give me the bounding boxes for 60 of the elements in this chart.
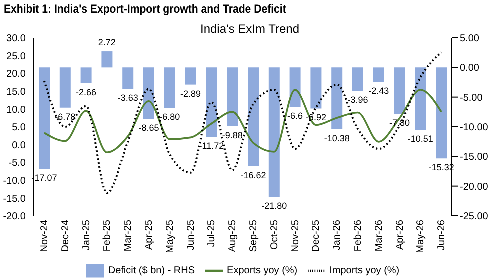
y-tick-label: 20.0 <box>6 69 26 80</box>
x-tick-label: Apr-26 <box>394 220 406 250</box>
x-tick-label: Jun-25 <box>186 220 197 251</box>
y-tick-label: -20.0 <box>3 212 26 223</box>
legend-label: Deficit ($ bn) - RHS <box>108 266 196 277</box>
x-tick-label: Nov-24 <box>40 220 51 252</box>
data-label: -11.72 <box>199 141 224 152</box>
x-tick-label: Dec-24 <box>60 220 72 252</box>
x-tick-label: Feb-25 <box>102 220 114 252</box>
x-tick-label: Sep-25 <box>248 220 260 252</box>
x-tick-label: May-25 <box>164 220 176 254</box>
data-label: -3.63 <box>118 93 138 104</box>
data-label: -10.51 <box>408 134 434 144</box>
y2-tick-label: -5.00 <box>460 92 484 104</box>
x-tick-label: Mar-26 <box>374 220 385 252</box>
y-tick-label: -10.0 <box>3 176 26 187</box>
data-label: -6.78 <box>55 112 76 122</box>
x-tick-label: Apr-25 <box>144 220 156 250</box>
y-tick-label: 5.0 <box>12 122 26 134</box>
y2-tick-label: -20.00 <box>460 182 489 193</box>
y2-tick-label: 0.00 <box>460 63 480 74</box>
y-tick-label: 0.0 <box>12 140 26 152</box>
x-tick-label: Jul-25 <box>206 220 218 248</box>
data-label: -3.96 <box>348 95 368 106</box>
data-label: -9.88 <box>222 130 243 140</box>
x-tick-label: Jun-26 <box>436 220 448 251</box>
y-tick-label: 30.0 <box>6 34 26 45</box>
x-tick-label: Feb-26 <box>353 220 364 252</box>
x-tick-label: Oct-25 <box>269 220 280 250</box>
x-tick-label: Jan-26 <box>332 220 344 251</box>
chart-title: Exhibit 1: India's Export-Import growth and Trade Deficit <box>4 2 286 16</box>
y-tick-label: 10.0 <box>6 104 26 116</box>
legend-label: Exports yoy (%) <box>227 266 298 277</box>
chart-subtitle: India's ExIm Trend <box>200 22 300 36</box>
legend-label: Imports yoy (%) <box>330 266 400 277</box>
y-tick-label: -5.0 <box>8 158 26 170</box>
y-tick-label: -15.0 <box>3 194 26 205</box>
data-label: -16.62 <box>240 170 266 180</box>
data-label: -8.65 <box>138 122 160 133</box>
data-label: -2.89 <box>180 88 202 99</box>
data-label: -6.80 <box>160 112 180 122</box>
data-label: -2.43 <box>368 86 390 96</box>
y-tick-label: 25.0 <box>6 51 26 62</box>
data-label: -6.6 <box>288 111 304 122</box>
x-tick-label: Aug-25 <box>228 220 239 252</box>
x-tick-label: Dec-25 <box>311 220 322 252</box>
data-label: -2.66 <box>76 87 97 98</box>
data-label: 2.72 <box>98 38 116 48</box>
line-series <box>44 89 442 154</box>
x-tick-label: Jan-25 <box>81 220 92 251</box>
data-label: -10.38 <box>324 133 350 144</box>
y2-tick-label: 5.00 <box>460 34 480 45</box>
x-tick-label: Nov-25 <box>290 220 302 252</box>
y2-tick-label: -25.00 <box>460 212 489 223</box>
data-label: -21.80 <box>262 201 288 212</box>
y2-tick-label: -15.00 <box>460 152 489 164</box>
y2-tick-label: -10.00 <box>460 122 489 134</box>
y-tick-label: 15.0 <box>6 86 26 98</box>
x-tick-label: Mar-25 <box>123 220 134 252</box>
x-tick-label: May-26 <box>416 220 427 254</box>
